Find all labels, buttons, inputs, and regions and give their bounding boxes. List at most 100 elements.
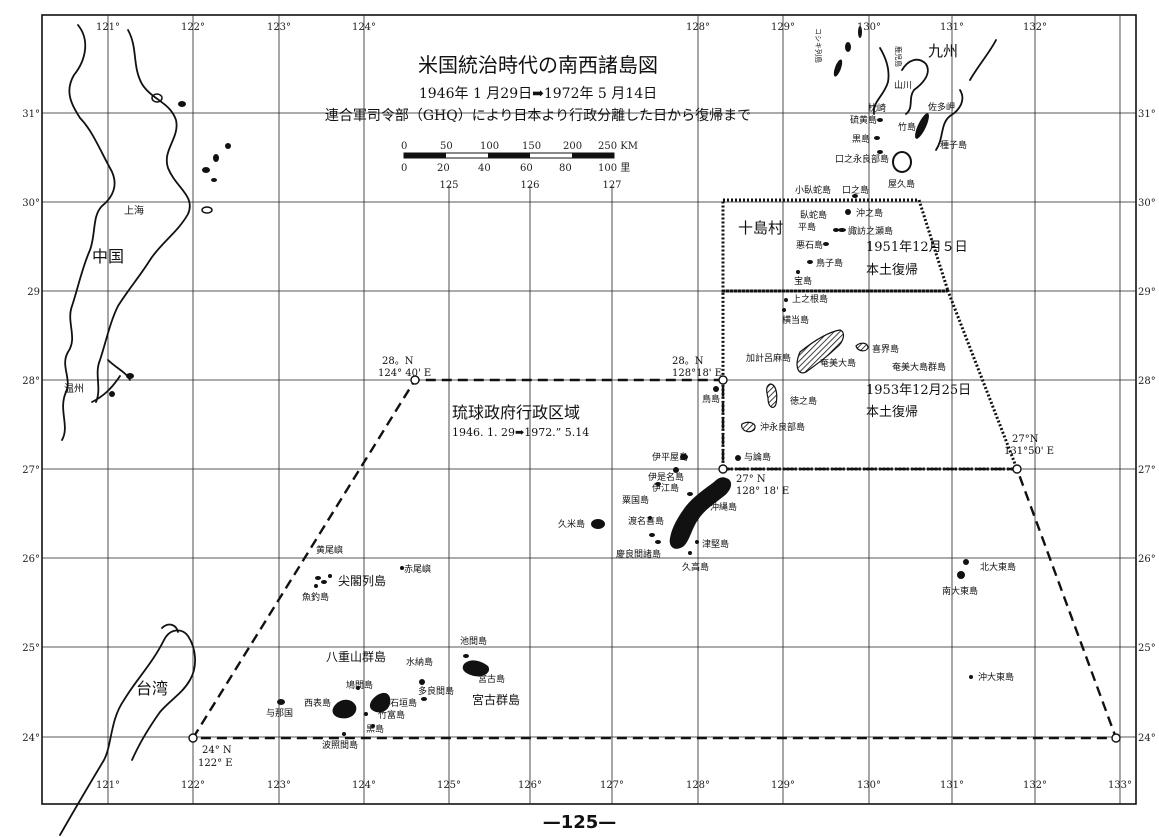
zone-toshima: 十島村 (738, 219, 783, 237)
lon-label-top: 121° (96, 22, 120, 33)
scale-ri-40: 40 (478, 163, 491, 174)
place-izena: 伊是名島 (648, 471, 684, 483)
place-takarajima: 宝島 (794, 275, 812, 287)
lon-label-bottom: 129° (771, 780, 795, 791)
okinawa-islands (591, 386, 973, 679)
place-sekibisho: 赤尾嶼 (404, 563, 431, 575)
city-wenzhou: 温州 (64, 383, 84, 395)
lat-label-left: 28° (22, 376, 40, 387)
lon-label-bottom: 128° (686, 780, 710, 791)
place-yaeyama: 八重山群島 (326, 649, 386, 664)
place-ishigaki: 石垣島 (390, 697, 417, 709)
zone-toshima-date: 1951年12月５日 (866, 240, 968, 255)
map-subtitle: 1946年 1 月29日➡1972年 5 月14日 (419, 86, 657, 102)
corner-mid-lat: 27° N (736, 474, 766, 485)
place-aguni: 粟国島 (622, 494, 649, 506)
scale-bar: 0 50 100 150 200 250 KM 0 20 40 60 80 10… (401, 141, 638, 174)
coastal-islands (109, 93, 231, 397)
latitude-labels-right: 31° 30° 29° 28° 27° 26° 25° 24° (1138, 109, 1156, 744)
place-ikema: 池間島 (460, 635, 487, 647)
zone-amami-return: 本土復帰 (866, 404, 918, 420)
lon-label-bottom: 130° (857, 780, 881, 791)
place-torishima: 鳥島 (702, 393, 720, 405)
lat-label-right: 26° (1138, 554, 1156, 565)
scale-km-200: 200 (563, 141, 582, 152)
place-senkaku: 尖閣列島 (338, 573, 386, 588)
scale-km-150: 150 (522, 141, 541, 152)
place-kobisho: 黄尾嶼 (316, 544, 343, 556)
lat-label-right: 31° (1138, 109, 1156, 120)
lon-label-top: 123° (267, 22, 291, 33)
corner-re-lon: 131°50' E (1004, 446, 1054, 457)
place-yamakawa: 山川 (894, 80, 912, 91)
place-iojima: 硫黄島 (850, 114, 877, 126)
lon-label-bottom: 133° (1108, 780, 1132, 791)
place-minna: 水納島 (406, 656, 433, 668)
longitude-labels-top: 121° 122° 123° 124° 128° 129° 130° 131° 132° (96, 22, 1047, 33)
place-tokunoshima: 徳之島 (790, 395, 817, 407)
lat-label-right: 24° (1138, 733, 1156, 744)
city-shanghai: 上海 (124, 204, 144, 217)
place-hatoma: 鳩間島 (346, 679, 373, 691)
place-kuchinoshima: 口之島 (842, 184, 869, 196)
corner-nw-lat: 28。N (382, 356, 414, 367)
scale-ri-0: 0 (401, 163, 407, 174)
scale-km-50: 50 (440, 141, 453, 152)
lat-label-left: 31° (22, 109, 40, 120)
lat-label-left: 27° (22, 465, 40, 476)
place-kotakara: 小臥蛇島 (795, 184, 831, 196)
place-tarama: 多良間島 (418, 685, 454, 697)
corner-re-lat: 27°N (1012, 434, 1039, 445)
lon-label-top: 122° (181, 22, 205, 33)
lon-label-bottom: 121° (96, 780, 120, 791)
lat-label-right: 29° (1138, 287, 1156, 298)
lon-label-bottom: 125° (437, 780, 461, 791)
corner-mid-lon: 128° 18' E (736, 486, 789, 497)
place-yonaguni: 与那国 (266, 708, 293, 719)
lat-label-left: 29 (27, 287, 40, 298)
place-kakeroma: 加計呂麻島 (746, 352, 791, 364)
lat-label-right: 25° (1138, 643, 1156, 654)
place-okidaito: 沖大東島 (978, 671, 1014, 683)
place-takeshima: 竹島 (898, 121, 916, 133)
lat-label-left: 26° (22, 554, 40, 565)
place-suwanose: 諏訪之瀬島 (848, 225, 893, 237)
place-yokoate: 横当島 (782, 314, 809, 326)
place-minamidaito: 南大東島 (942, 585, 978, 597)
place-nakanoshima: 沖之島 (856, 207, 883, 219)
page-number: —125— (542, 812, 617, 833)
place-tanegashima: 種子島 (940, 139, 967, 151)
zone-amami-date: 1953年12月25日 (866, 383, 971, 398)
lon-label-top: 124° (352, 22, 376, 33)
place-iheya: 伊平屋島 (652, 451, 688, 463)
sakishima-islands (277, 566, 490, 736)
place-kitadaito: 北大東島 (980, 561, 1016, 573)
place-amami-oshima: 奄美大島 (820, 357, 856, 369)
region-taiwan: 台湾 (136, 679, 168, 698)
longitude-labels-bottom: 121° 122° 123° 124° 125° 126° 127° 128° 129° 130°… (96, 780, 1132, 791)
place-kodakara: 鳥子島 (816, 257, 843, 269)
place-tonaki: 渡名喜島 (628, 515, 664, 527)
place-hateruma: 波照間島 (322, 739, 358, 751)
place-taketomi: 竹富島 (378, 709, 405, 721)
place-kaminone: 上之根島 (792, 293, 828, 305)
graticule (42, 15, 1136, 804)
place-kumejima: 久米島 (558, 518, 585, 530)
place-satamisaki: 佐多岬 (928, 101, 955, 113)
zone-toshima-return: 本土復帰 (866, 262, 918, 278)
place-yakushima: 屋久島 (888, 178, 915, 190)
lon-label-top: 131° (940, 22, 964, 33)
corner-ne-lat: 28。N (672, 356, 704, 367)
lat-label-left: 30° (22, 198, 40, 209)
map-subtitle-2: 連合軍司令部（GHQ）により日本より行政分離した日から復帰まで (325, 107, 751, 124)
place-labels: コシキ列島 鹿児島 山川 枕崎 佐多岬 硫黄島 竹島 黒島 種子島 口之永良部島… (266, 28, 1016, 751)
place-gajajima: 臥蛇島 (800, 209, 827, 221)
place-makurazaki: 枕崎 (868, 102, 886, 114)
region-china: 中国 (92, 247, 124, 266)
place-koshiki: コシキ列島 (814, 28, 823, 63)
place-tsuken: 津堅島 (702, 538, 729, 550)
lat-label-right: 30° (1138, 198, 1156, 209)
place-iriomote: 西表島 (304, 697, 331, 709)
kyushu-area-islands (833, 26, 929, 173)
